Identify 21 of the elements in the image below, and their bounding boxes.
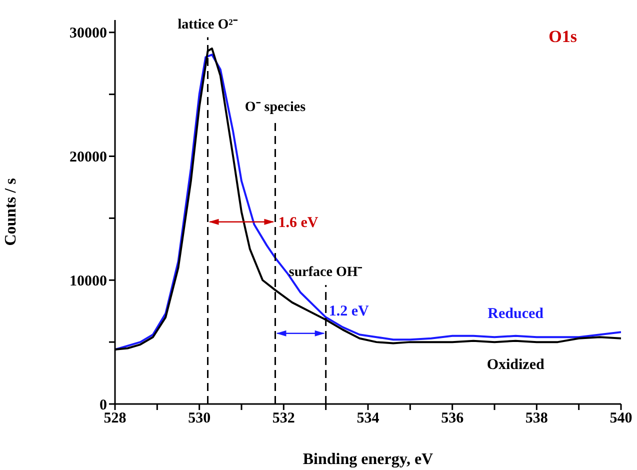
annotation: O1s xyxy=(548,27,578,46)
ref-line-label: surface OH⁻ xyxy=(288,264,363,280)
series-label: Oxidized xyxy=(486,356,545,373)
annotation: 1.6 eV xyxy=(278,214,318,231)
y-axis-title: Counts / s xyxy=(2,178,20,246)
y-tick-label: 20000 xyxy=(70,150,107,166)
y-tick-label: 0 xyxy=(100,397,107,414)
x-tick-label: 538 xyxy=(525,410,548,427)
x-tick-label: 536 xyxy=(441,410,464,427)
ref-line-label: lattice O²⁻ xyxy=(178,17,238,32)
x-tick-label: 540 xyxy=(610,410,632,427)
x-tick-label: 528 xyxy=(104,410,126,427)
series-label: Reduced xyxy=(488,306,544,322)
annotation: 1.2 eV xyxy=(328,303,369,320)
y-tick-label: 10000 xyxy=(70,273,107,290)
x-tick-label: 530 xyxy=(188,410,211,427)
x-tick-label: 532 xyxy=(272,410,295,427)
y-tick-label: 30000 xyxy=(70,26,107,42)
ref-line-label: O⁻ species xyxy=(244,100,306,115)
x-axis-title: Binding energy, eV xyxy=(302,451,434,468)
x-tick-label: 534 xyxy=(356,410,380,427)
